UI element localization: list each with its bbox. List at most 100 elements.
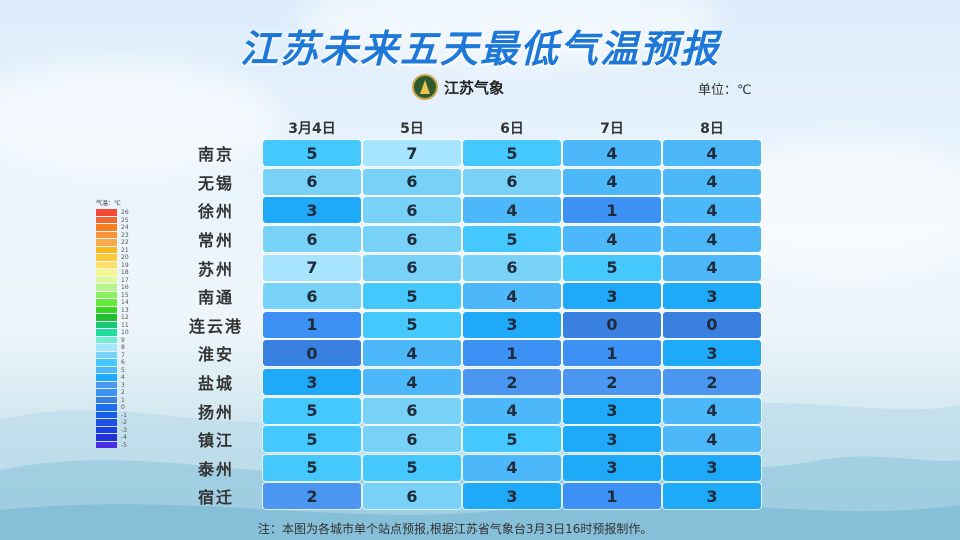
legend-item: 0	[96, 404, 129, 412]
legend-item: 16	[96, 284, 129, 292]
legend-label: 0	[121, 404, 125, 412]
column-header: 5日	[400, 121, 424, 137]
temperature-cell: 4	[663, 226, 761, 253]
legend-label: 17	[121, 276, 129, 284]
legend-label: -3	[121, 426, 127, 434]
table-row: 南京 5 7 5 4 4	[198, 139, 762, 168]
table-row: 盐城 3 4 2 2 2	[198, 368, 762, 397]
legend-swatch	[96, 209, 117, 216]
temperature-cell: 4	[363, 369, 461, 396]
temperature-cell: 6	[263, 226, 361, 253]
legend-item: 14	[96, 299, 129, 307]
table-row: 常州 6 6 5 4 4	[198, 225, 762, 254]
legend-item: 15	[96, 291, 129, 300]
temperature-cell: 0	[663, 311, 761, 338]
temperature-cell: 5	[463, 426, 561, 453]
temperature-cell: 6	[363, 426, 461, 453]
temperature-cell: 5	[263, 397, 361, 424]
city-label: 盐城	[197, 374, 234, 394]
legend-label: 26	[121, 209, 129, 217]
legend-swatch	[96, 351, 117, 358]
temperature-cell: 4	[663, 254, 761, 281]
legend-item: 9	[96, 336, 129, 345]
temperature-cell: 6	[463, 254, 561, 281]
temperature-cell: 4	[463, 397, 561, 424]
legend-label: 24	[121, 224, 129, 232]
temperature-cell: 5	[463, 226, 561, 253]
table-row: 南通 6 5 4 3 3	[198, 282, 762, 311]
temperature-cell: 4	[463, 283, 561, 310]
temperature-cell: 4	[663, 197, 761, 224]
temperature-cell: 5	[363, 454, 461, 481]
legend-swatch	[96, 389, 117, 396]
temperature-cell: 7	[363, 140, 461, 167]
column-header: 8日	[700, 121, 724, 137]
temperature-cell: 4	[663, 426, 761, 453]
temperature-cell: 6	[363, 226, 461, 253]
temperature-cell: 2	[263, 483, 361, 510]
city-label: 宿迁	[197, 488, 234, 508]
legend-label: -5	[121, 441, 127, 449]
temperature-cell: 6	[263, 283, 361, 310]
legend-swatch	[96, 426, 117, 433]
legend-label: 22	[121, 239, 129, 247]
legend-item: 26	[96, 209, 129, 217]
temperature-cell: 6	[363, 168, 461, 195]
temperature-cell: 5	[563, 254, 661, 281]
legend-item: 5	[96, 366, 129, 375]
legend-label: 16	[121, 284, 129, 292]
legend-item: 13	[96, 306, 129, 315]
temperature-cell: 3	[263, 197, 361, 224]
temperature-cell: 4	[563, 140, 661, 167]
legend-swatch	[96, 231, 117, 238]
legend-swatch	[96, 329, 117, 336]
legend-item: 6	[96, 359, 129, 367]
legend-item: 24	[96, 224, 129, 232]
temperature-cell: 3	[663, 483, 761, 510]
footnote: 注：本图为各城市单个站点预报,根据江苏省气象台3月3日16时预报制作。	[258, 522, 653, 536]
legend-label: 6	[121, 359, 125, 367]
temperature-cell: 1	[563, 340, 661, 367]
temperature-cell: 4	[463, 454, 561, 481]
table-row: 无锡 6 6 6 4 4	[198, 168, 762, 197]
legend-item: 12	[96, 314, 129, 322]
column-header: 6日	[500, 121, 524, 137]
legend-item: 7	[96, 351, 129, 360]
legend-label: 23	[121, 231, 129, 239]
column-header: 3月4日	[288, 121, 336, 137]
temperature-table: 南京 5 7 5 4 4 无锡 6 6 6 4 4 徐州 3 6 4 1 4 常州 6 6 5 4 4 苏州 7 6 6 5 4 南通 6 5 4…	[189, 139, 762, 511]
city-label: 南京	[197, 145, 234, 165]
temperature-cell: 3	[563, 397, 661, 424]
legend-label: 21	[121, 246, 129, 254]
legend-swatch	[96, 419, 117, 426]
legend-label: 3	[121, 381, 125, 389]
legend-swatch	[96, 366, 117, 373]
legend-swatch	[96, 306, 117, 313]
temperature-cell: 1	[563, 483, 661, 510]
legend-swatch	[96, 216, 117, 223]
temperature-cell: 1	[563, 197, 661, 224]
temperature-cell: 3	[563, 454, 661, 481]
legend-label: 19	[121, 261, 129, 269]
temperature-cell: 5	[263, 140, 361, 167]
legend-label: 12	[121, 314, 129, 322]
legend-item: 4	[96, 374, 129, 382]
legend-swatch	[96, 411, 117, 418]
legend-item: 21	[96, 246, 129, 255]
legend-swatch	[96, 321, 117, 328]
temperature-cell: 5	[263, 426, 361, 453]
temperature-cell: 1	[263, 311, 361, 338]
temperature-cell: 4	[563, 168, 661, 195]
temperature-cell: 6	[363, 197, 461, 224]
table-row: 苏州 7 6 6 5 4	[198, 253, 762, 282]
legend-label: 7	[121, 351, 125, 359]
temperature-cell: 6	[363, 397, 461, 424]
legend-label: -1	[121, 411, 127, 419]
legend-item: -4	[96, 434, 129, 442]
page-title: 江苏未来五天最低气温预报	[239, 27, 720, 71]
legend-swatch	[96, 336, 117, 343]
legend-item: 18	[96, 269, 129, 277]
table-row: 宿迁 2 6 3 1 3	[198, 482, 762, 511]
legend-item: 8	[96, 344, 129, 352]
city-label: 连云港	[188, 316, 243, 336]
